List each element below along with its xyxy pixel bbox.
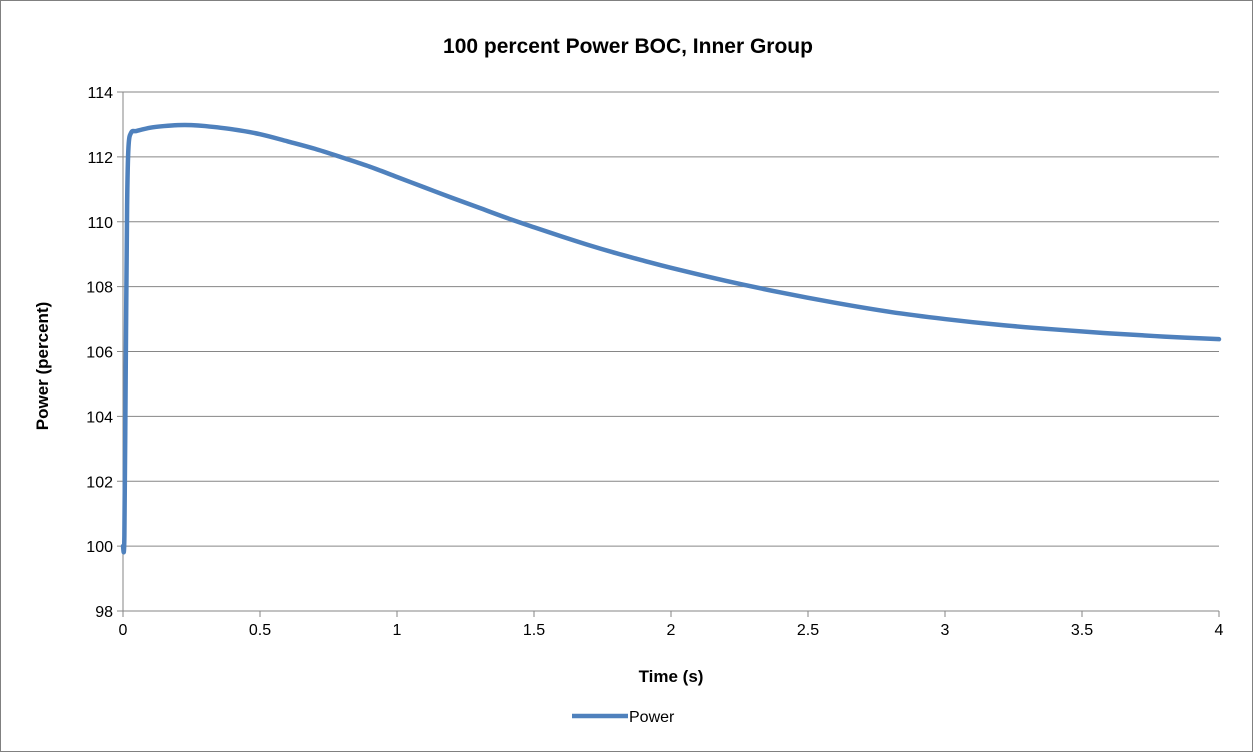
legend: Power: [572, 709, 675, 726]
x-tick-label: 1: [393, 622, 402, 639]
x-tick-label: 2: [667, 622, 676, 639]
y-tick-label: 108: [86, 280, 113, 297]
x-tick-label: 2.5: [797, 622, 819, 639]
x-tick-label: 0: [119, 622, 128, 639]
y-tick-label: 114: [87, 85, 113, 102]
x-tick-label: 0.5: [249, 622, 271, 639]
y-tick-label: 102: [86, 474, 113, 491]
y-tick-label: 106: [86, 345, 113, 362]
x-tick-label: 4: [1215, 622, 1224, 639]
x-tick-label: 1.5: [523, 622, 545, 639]
y-tick-label: 98: [95, 604, 113, 621]
x-tick-label: 3.5: [1071, 622, 1093, 639]
legend-label-power: Power: [629, 709, 675, 726]
x-tick-label: 3: [941, 622, 950, 639]
series-line-power: [120, 122, 1222, 555]
grid-lines: [123, 91, 1219, 547]
axes: [117, 91, 1220, 617]
y-tick-label: 110: [87, 215, 113, 232]
y-tick-label: 100: [86, 539, 113, 556]
x-axis-label: Time (s): [639, 667, 704, 686]
y-tick-label: 112: [87, 150, 113, 167]
y-tick-label: 104: [86, 409, 113, 426]
series-layer: [120, 122, 1222, 555]
y-axis-label: Power (percent): [33, 302, 52, 430]
tick-labels: 98 100 102 104 106 108 110 112 114 0 0.5 1 1.5 2 2.5 3 3…: [86, 85, 1223, 639]
chart-title: 100 percent Power BOC, Inner Group: [443, 35, 813, 58]
